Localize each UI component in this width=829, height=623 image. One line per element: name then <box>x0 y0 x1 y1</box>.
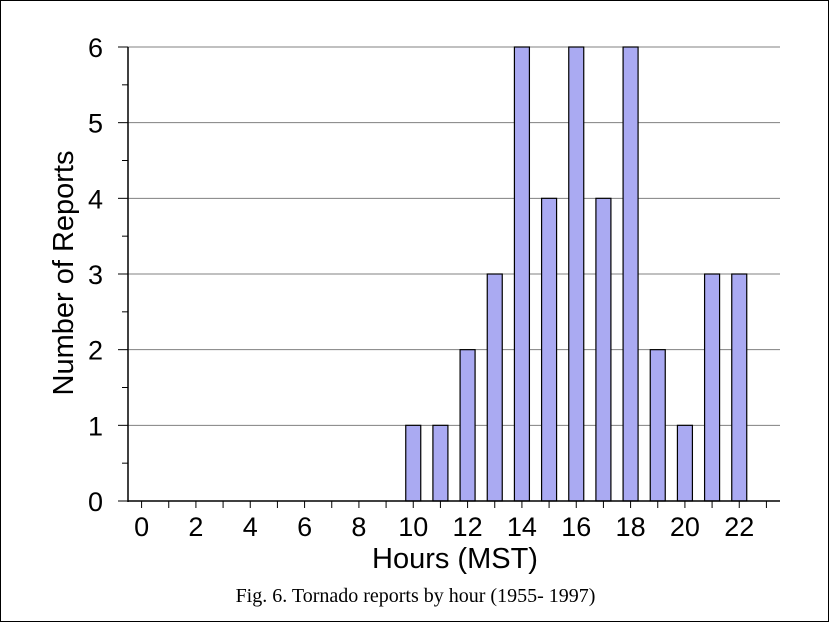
x-tick-label: 14 <box>507 512 537 542</box>
y-tick-label: 4 <box>88 184 103 214</box>
x-tick-labels: 0 2 4 6 8 10 12 14 16 18 20 22 <box>134 512 754 542</box>
bar-hour-12 <box>459 349 476 502</box>
x-tick-label: 18 <box>616 512 646 542</box>
x-tick-label: 0 <box>134 512 149 542</box>
y-tick-label: 6 <box>88 33 103 63</box>
bar-hour-17 <box>595 197 612 502</box>
x-tick-label: 22 <box>724 512 754 542</box>
bar-hour-21 <box>703 273 721 502</box>
bar-hour-22 <box>731 273 748 502</box>
x-tick-label: 4 <box>243 512 258 542</box>
x-tick-label: 12 <box>453 512 483 542</box>
y-tick-label: 0 <box>88 487 103 517</box>
x-tick-label: 16 <box>561 512 591 542</box>
y-tick-label: 1 <box>88 411 103 441</box>
bars <box>405 46 748 502</box>
y-tick-labels: 0 1 2 3 4 5 6 <box>88 33 103 517</box>
bar-hour-18 <box>622 46 639 502</box>
bar-hour-14 <box>513 46 531 502</box>
bar-hour-13 <box>486 273 503 502</box>
y-tick-label: 5 <box>88 109 103 139</box>
x-axis-title: Hours (MST) <box>372 543 538 575</box>
bar-hour-20 <box>676 424 694 502</box>
axes <box>118 46 780 508</box>
x-tick-label: 6 <box>297 512 312 542</box>
x-tick-label: 8 <box>351 512 366 542</box>
figure-caption: Fig. 6. Tornado reports by hour (1955- 1… <box>235 585 596 607</box>
x-tick-label: 20 <box>670 512 700 542</box>
y-tick-label: 3 <box>88 260 103 290</box>
bar-hour-11 <box>432 424 449 502</box>
bar-hour-16 <box>568 46 585 502</box>
gridlines <box>128 46 780 426</box>
bar-hour-19 <box>649 349 666 502</box>
y-tick-label: 2 <box>88 336 103 366</box>
x-tick-label: 2 <box>188 512 203 542</box>
bar-hour-15 <box>540 197 558 502</box>
x-tick-label: 10 <box>398 512 428 542</box>
bar-hour-10 <box>405 424 422 502</box>
y-axis-title: Number of Reports <box>48 151 80 396</box>
